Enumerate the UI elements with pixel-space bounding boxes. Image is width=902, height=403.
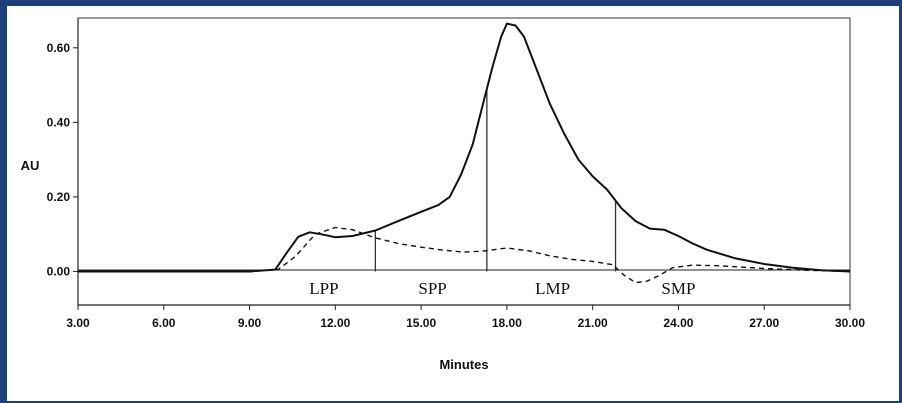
x-tick-label: 15.00 (406, 316, 436, 330)
region-label-group: LPP SPP LMP SMP (309, 279, 695, 298)
y-tick-label: 0.20 (47, 190, 71, 204)
x-tick-label: 24.00 (663, 316, 693, 330)
region-label: LMP (535, 279, 570, 298)
dashed-trace-line (78, 226, 851, 284)
region-label: SMP (661, 279, 695, 298)
x-tick-label: 30.00 (835, 316, 865, 330)
x-tick-label: 21.00 (578, 316, 608, 330)
region-label: SPP (418, 279, 446, 298)
y-tick-label: 0.60 (47, 41, 71, 55)
x-tick-label: 9.00 (238, 316, 262, 330)
region-label: LPP (309, 279, 338, 298)
y-tick-group: 0.00 0.20 0.40 0.60 (47, 41, 78, 278)
y-tick-label: 0.00 (47, 264, 71, 278)
divider-group (374, 88, 617, 272)
x-tick-label: 12.00 (320, 316, 350, 330)
x-tick-label: 27.00 (749, 316, 779, 330)
plot-frame (77, 17, 851, 306)
y-axis-title: AU (21, 158, 40, 173)
x-tick-label: 6.00 (152, 316, 176, 330)
x-tick-label: 18.00 (492, 316, 522, 330)
solid-trace-line (78, 22, 851, 273)
x-axis-title: Minutes (439, 357, 488, 372)
x-tick-label: 3.00 (66, 316, 90, 330)
x-tick-group: 3.00 6.00 9.00 12.00 15.00 18.00 21.00 24.00 27.… (66, 305, 865, 330)
y-tick-label: 0.40 (47, 115, 71, 129)
series-group (78, 22, 851, 284)
